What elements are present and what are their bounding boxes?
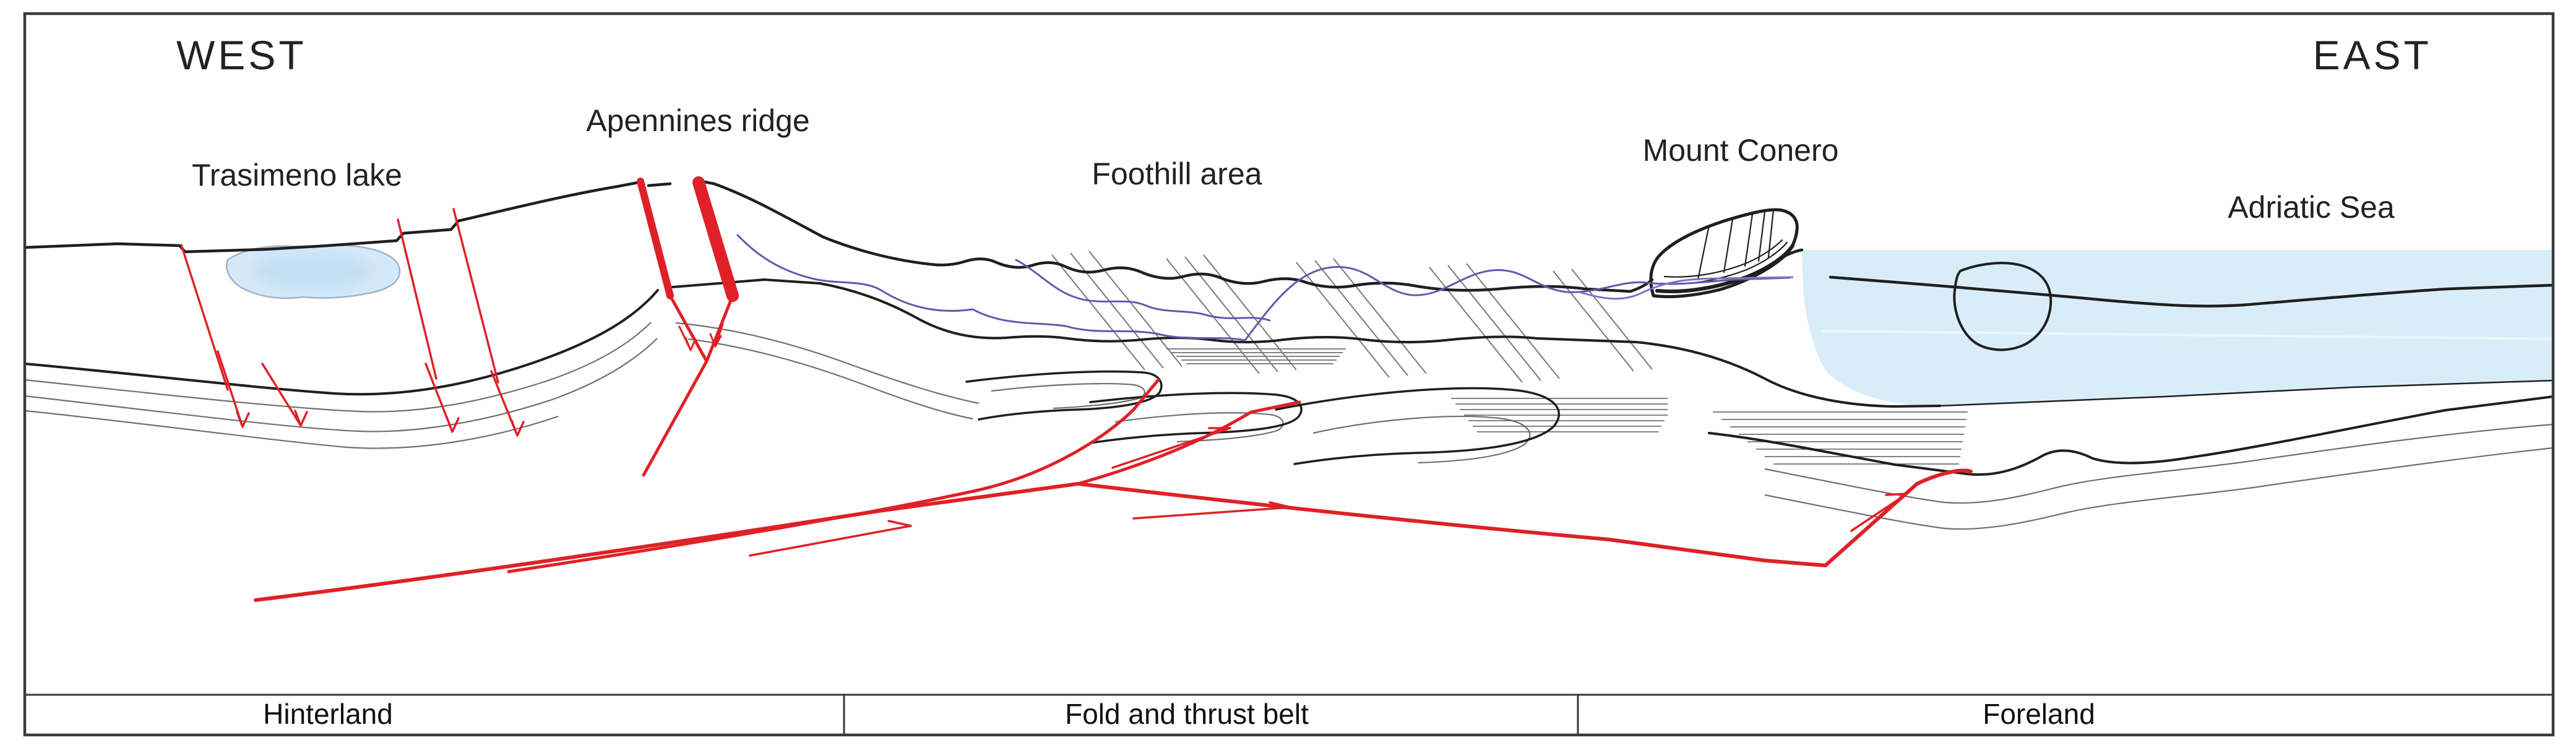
zone-fold-thrust-label: Fold and thrust belt <box>1065 698 1309 730</box>
thrust-arrow-2 <box>1111 427 1231 469</box>
ridge-east-limb-1 <box>675 322 980 405</box>
hinterland-layer-1 <box>24 322 652 413</box>
river-tributary <box>1015 259 1271 322</box>
zone-foreland-label: Foreland <box>1983 698 2095 730</box>
west-label: WEST <box>176 32 307 78</box>
ridge-fault-band-east <box>692 176 739 302</box>
ridge-fault-v-legs <box>668 294 734 363</box>
dip-line-group <box>1296 258 1427 378</box>
labels: WEST EAST Trasimeno lake Apennines ridge… <box>176 32 2432 225</box>
fold-nose-2-inner <box>1114 412 1284 443</box>
graben-fault-west <box>180 244 229 391</box>
basal-detachment-fault <box>254 468 1973 602</box>
mount-conero-cap-outline <box>1649 208 1799 299</box>
sea-floor-base-line <box>1939 379 2554 407</box>
fold-nose-2-outer <box>1089 392 1303 444</box>
seabed-line <box>1829 275 2555 307</box>
dark-structural-lines <box>23 179 2555 476</box>
graben-fault-west-splay <box>217 350 250 428</box>
east-label: EAST <box>2313 32 2432 78</box>
zone-hinterland-label: Hinterland <box>263 698 393 730</box>
zone-bar: Hinterland Fold and thrust belt Foreland <box>24 694 2554 736</box>
submarine-blob-outline <box>1953 262 2053 351</box>
graben-fault-east-2 <box>452 208 499 384</box>
fold-nose-1-outer <box>965 370 1163 421</box>
graben-fault-east-2-splay <box>490 370 525 437</box>
hinterland-layer-2 <box>24 338 658 432</box>
thrust-splay-east <box>1076 400 1301 486</box>
basement-top-line <box>24 278 1941 408</box>
big-fold-inner <box>1312 415 1531 464</box>
ridge-east-limb-2 <box>687 338 973 420</box>
foreland-layer-1 <box>1764 423 2554 504</box>
ridge-fault-root <box>642 359 709 477</box>
rivers <box>736 234 1791 341</box>
graben-fault-east-1 <box>397 218 437 380</box>
thrust-arrow-3 <box>1132 501 1292 520</box>
subsurface-layer-lines <box>24 322 2554 530</box>
ridge-fault-band-west <box>637 178 674 299</box>
lake-core-tint <box>254 255 371 287</box>
sea-fill <box>1802 250 2553 406</box>
hinterland-layer-3 <box>25 410 559 449</box>
graben-fault-west-splay-2 <box>261 363 308 427</box>
thrust-splay-west <box>507 378 1160 573</box>
thrust-arrow-4 <box>1850 492 1908 532</box>
trasimeno-lake-shape <box>226 244 401 299</box>
river-main <box>736 234 1791 341</box>
horizontal-hatch-patch-3 <box>1713 411 1968 465</box>
trasimeno-lake-label: Trasimeno lake <box>192 158 402 192</box>
foothill-area-label: Foothill area <box>1092 157 1262 191</box>
adriatic-sea-area <box>1802 250 2554 406</box>
horizontal-hatch-patch-1 <box>1166 348 1346 364</box>
dip-line-groups <box>1051 251 1653 383</box>
thrust-arrow-1 <box>749 520 912 557</box>
graben-fault-east-1-splay <box>424 363 460 433</box>
dip-line-group <box>1429 263 1560 383</box>
fold-nose-1-inner <box>991 383 1145 410</box>
sea-faint-band <box>1822 330 2554 340</box>
foreland-layer-2 <box>1764 447 2554 530</box>
groundwater-line-conero <box>1579 276 1794 300</box>
big-fold-outer <box>1275 387 1561 465</box>
fault-system <box>180 176 1973 602</box>
dip-line-group <box>1553 268 1653 372</box>
ground-surface-line <box>23 179 1804 293</box>
horizontal-hatch-patch-2 <box>1451 398 1668 432</box>
mount-conero-label: Mount Conero <box>1643 133 1839 168</box>
ridge-small-arrows <box>678 323 724 351</box>
adriatic-sea-label: Adriatic Sea <box>2228 190 2395 225</box>
mount-conero-stripes <box>1697 208 1775 281</box>
foreland-fold-line <box>1708 395 2554 476</box>
apennines-ridge-label: Apennines ridge <box>586 103 809 138</box>
figure-frame <box>23 12 2555 737</box>
